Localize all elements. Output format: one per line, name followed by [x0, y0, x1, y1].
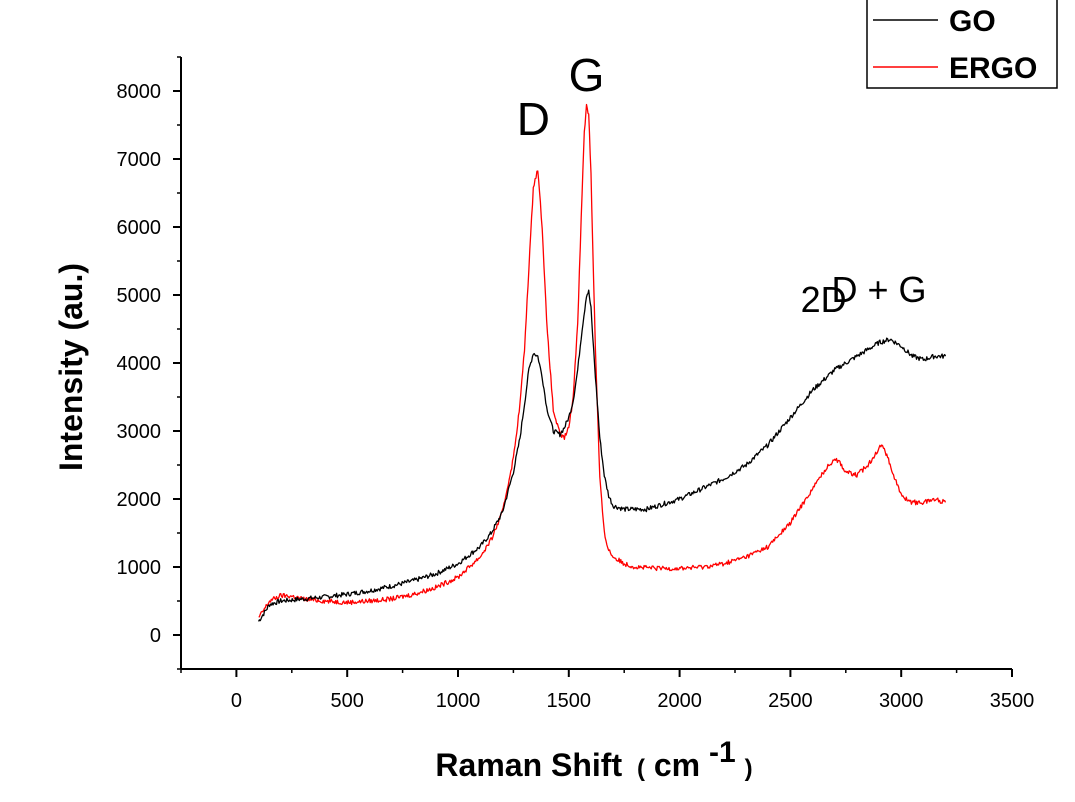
series-line-ergo — [258, 103, 947, 618]
x-tick-label: 2000 — [657, 690, 702, 712]
y-tick-label: 5000 — [117, 285, 162, 307]
x-tick-label: 3500 — [990, 690, 1035, 712]
y-tick-label: 8000 — [117, 81, 162, 103]
axes: 0 1000 2000 3000 4000 5000 6000 7000 8000 0 500 10… — [117, 56, 1035, 712]
y-tick-label: 7000 — [117, 149, 162, 171]
plot-lines — [258, 103, 947, 622]
x-axis-title: Raman Shift ( cm -1 ) — [435, 733, 752, 783]
peak-annotations: DG 2DD + G — [517, 49, 927, 320]
legend-label-go: GO — [949, 5, 996, 38]
x-tick-label: 1000 — [436, 690, 481, 712]
x-tick-label: 3000 — [879, 690, 924, 712]
legend-box — [866, 0, 1058, 89]
x-axis-title-main: Raman Shift — [435, 747, 622, 783]
legend-label-ergo: ERGO — [949, 52, 1037, 85]
y-tick-label: 4000 — [117, 353, 162, 375]
y-ticks: 0 1000 2000 3000 4000 5000 6000 7000 8000 — [117, 56, 181, 670]
x-axis-title-close-paren: ) — [745, 755, 753, 782]
y-tick-label: 0 — [150, 625, 161, 647]
x-tick-label: 0 — [231, 690, 242, 712]
x-axis-title-open-paren: ( — [637, 755, 645, 782]
series-line-go — [258, 289, 947, 622]
x-tick-label: 1500 — [547, 690, 592, 712]
legend: GO ERGO — [866, 0, 1058, 89]
x-ticks: 0 500 1000 1500 2000 2500 3000 3500 — [180, 669, 1035, 712]
peak-label: G — [569, 49, 605, 101]
peak-label: D + G — [832, 269, 927, 310]
y-tick-label: 3000 — [117, 421, 162, 443]
y-axis-title: Intensity (au.) — [53, 263, 89, 471]
y-tick-label: 2000 — [117, 489, 162, 511]
x-tick-label: 500 — [331, 690, 364, 712]
peak-label: 2D — [801, 279, 847, 320]
y-tick-label: 1000 — [117, 557, 162, 579]
x-axis-title-unit: cm — [654, 747, 700, 783]
peak-label: D — [517, 93, 550, 145]
x-tick-label: 2500 — [768, 690, 813, 712]
x-axis-title-exponent: -1 — [709, 736, 736, 769]
y-tick-label: 6000 — [117, 217, 162, 239]
